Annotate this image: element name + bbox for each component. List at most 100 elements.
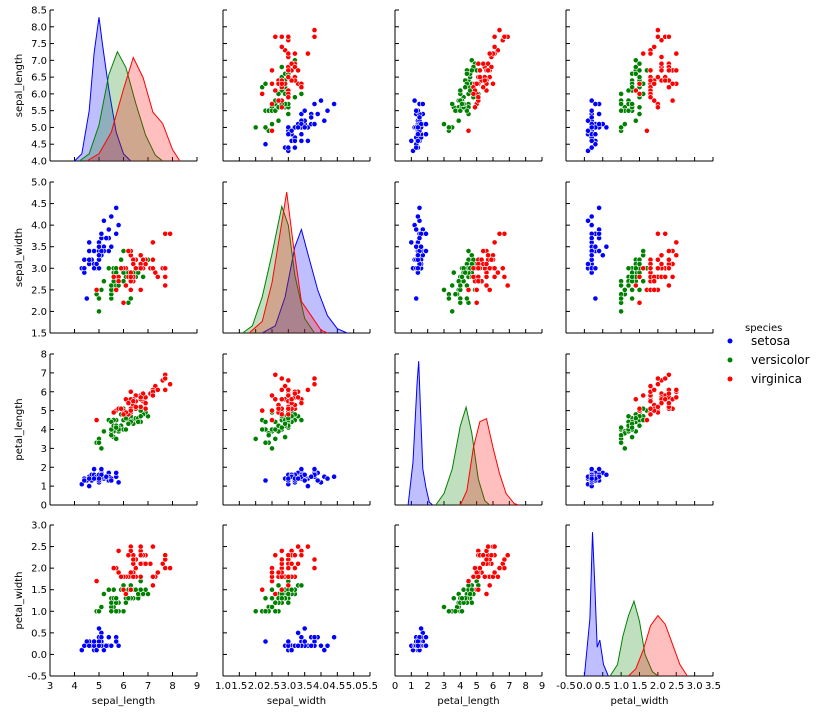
x-tick-label: 2.5: [264, 681, 280, 692]
point-virginica: [278, 44, 285, 50]
point-versicolor: [298, 417, 305, 423]
point-versicolor: [118, 256, 124, 263]
point-setosa: [96, 625, 102, 632]
x-tick-label: 3.0: [687, 681, 703, 692]
y-tick-label: 1: [41, 482, 47, 493]
point-versicolor: [96, 308, 102, 315]
point-versicolor: [457, 87, 464, 94]
point-virginica: [647, 94, 654, 101]
point-virginica: [666, 282, 672, 289]
point-virginica: [647, 411, 654, 418]
point-virginica: [142, 261, 149, 267]
point-versicolor: [127, 295, 134, 302]
point-versicolor: [282, 434, 288, 440]
legend-label-versicolor: versicolor: [751, 353, 810, 367]
point-virginica: [162, 282, 169, 289]
point-setosa: [596, 204, 602, 211]
point-virginica: [118, 573, 124, 580]
point-versicolor: [618, 439, 624, 446]
point-versicolor: [262, 418, 269, 425]
point-virginica: [278, 80, 285, 87]
point-virginica: [291, 50, 298, 57]
point-setosa: [91, 475, 97, 482]
point-virginica: [501, 565, 508, 571]
point-virginica: [93, 286, 100, 293]
point-setosa: [93, 647, 100, 653]
point-virginica: [259, 91, 266, 97]
point-setosa: [603, 471, 610, 478]
point-virginica: [636, 80, 643, 87]
panel-petal_width-vs-petal_width: -0.5 0.0 0.5 1.0 1.5 2.0 2.5 3.0 3.5: [556, 524, 721, 692]
point-setosa: [588, 466, 595, 472]
point-virginica: [162, 265, 169, 272]
point-setosa: [86, 475, 93, 482]
point-virginica: [118, 265, 124, 272]
point-versicolor: [441, 604, 447, 610]
point-setosa: [301, 625, 308, 632]
point-virginica: [137, 394, 144, 401]
point-setosa: [101, 217, 107, 224]
point-virginica: [285, 411, 292, 418]
x-tick-label: 2.5: [668, 681, 684, 692]
point-setosa: [291, 137, 298, 144]
point-virginica: [285, 573, 292, 580]
point-virginica: [149, 573, 156, 580]
point-virginica: [110, 409, 117, 416]
kde-line-versicolor: [79, 50, 164, 162]
point-versicolor: [275, 117, 282, 124]
point-setosa: [414, 137, 421, 144]
point-virginica: [488, 256, 495, 263]
point-virginica: [149, 265, 156, 272]
point-versicolor: [625, 87, 632, 94]
point-virginica: [123, 591, 129, 597]
kde-line-versicolor: [609, 599, 659, 677]
point-virginica: [149, 256, 156, 263]
panel-sepal_width-vs-petal_width: [565, 181, 714, 334]
y-tick-label: 1.5: [31, 585, 47, 596]
point-versicolor: [450, 269, 457, 276]
y-tick-label: 4.5: [31, 140, 47, 151]
point-setosa: [596, 121, 602, 127]
point-setosa: [304, 483, 311, 489]
panel-sepal_width-vs-petal_length: [394, 181, 543, 334]
point-virginica: [504, 552, 511, 559]
legend-label-setosa: setosa: [751, 334, 790, 348]
point-virginica: [275, 97, 282, 104]
point-setosa: [295, 630, 301, 636]
point-setosa: [603, 243, 610, 250]
point-virginica: [470, 91, 477, 97]
point-virginica: [304, 386, 311, 393]
point-versicolor: [262, 439, 269, 446]
panel-sepal_length-vs-sepal_width: [222, 9, 371, 162]
point-setosa: [262, 141, 269, 148]
x-axis-title-sepal_length: sepal_length: [92, 696, 156, 707]
point-versicolor: [629, 101, 635, 107]
point-versicolor: [252, 608, 259, 615]
point-virginica: [149, 543, 156, 550]
point-virginica: [465, 127, 472, 134]
point-virginica: [666, 390, 672, 397]
point-virginica: [669, 273, 676, 280]
point-versicolor: [269, 604, 275, 610]
point-setosa: [295, 124, 301, 131]
point-versicolor: [618, 107, 624, 114]
point-virginica: [115, 278, 122, 285]
point-setosa: [288, 127, 295, 134]
point-versicolor: [629, 434, 635, 440]
point-versicolor: [272, 435, 279, 442]
panel-petal_width-vs-sepal_length: -0.5 0.0 0.5 1.0 1.5 2.0 2.5 3.0 3 4 5 6 7 8 9: [27, 521, 200, 693]
point-versicolor: [96, 439, 102, 446]
point-versicolor: [632, 64, 639, 70]
point-virginica: [666, 256, 672, 263]
x-tick-label: 4: [71, 681, 77, 692]
point-virginica: [278, 375, 285, 382]
point-virginica: [272, 371, 279, 378]
point-virginica: [669, 80, 676, 87]
point-setosa: [592, 295, 599, 302]
point-setosa: [588, 124, 595, 131]
point-versicolor: [629, 424, 635, 431]
point-virginica: [282, 383, 288, 389]
point-setosa: [262, 477, 269, 484]
point-virginica: [673, 386, 680, 393]
point-virginica: [483, 282, 490, 289]
